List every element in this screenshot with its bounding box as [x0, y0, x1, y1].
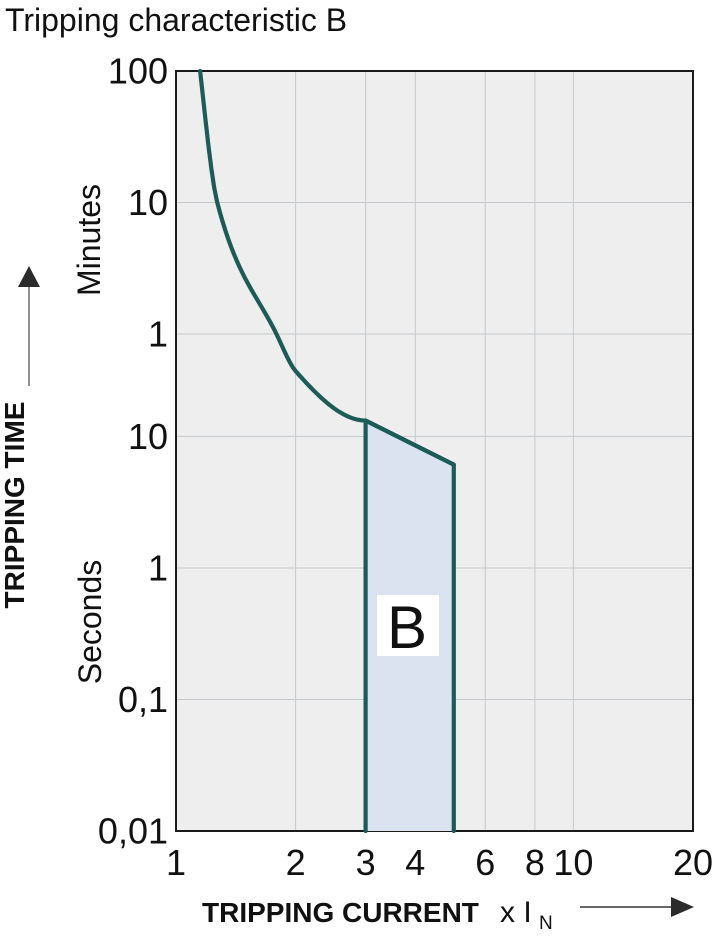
- svg-text:100: 100: [108, 51, 168, 92]
- svg-text:10: 10: [128, 182, 168, 223]
- svg-text:2: 2: [286, 842, 306, 883]
- svg-text:N: N: [539, 913, 553, 934]
- svg-text:Minutes: Minutes: [71, 184, 107, 296]
- svg-text:10: 10: [128, 416, 168, 457]
- svg-text:3: 3: [356, 842, 376, 883]
- svg-text:Tripping characteristic B: Tripping characteristic B: [5, 2, 347, 38]
- svg-text:B: B: [387, 594, 427, 661]
- svg-text:1: 1: [148, 548, 168, 589]
- svg-text:Seconds: Seconds: [72, 560, 108, 685]
- svg-text:x I: x I: [500, 896, 532, 929]
- svg-text:20: 20: [673, 842, 713, 883]
- svg-text:1: 1: [148, 314, 168, 355]
- svg-text:4: 4: [405, 842, 425, 883]
- svg-text:0,01: 0,01: [98, 811, 168, 852]
- svg-text:TRIPPING CURRENT: TRIPPING CURRENT: [202, 897, 479, 928]
- svg-text:1: 1: [166, 842, 186, 883]
- svg-text:8: 8: [525, 842, 545, 883]
- svg-text:10: 10: [553, 842, 593, 883]
- svg-text:6: 6: [475, 842, 495, 883]
- svg-text:TRIPPING TIME: TRIPPING TIME: [0, 402, 30, 609]
- svg-text:0,1: 0,1: [118, 679, 168, 720]
